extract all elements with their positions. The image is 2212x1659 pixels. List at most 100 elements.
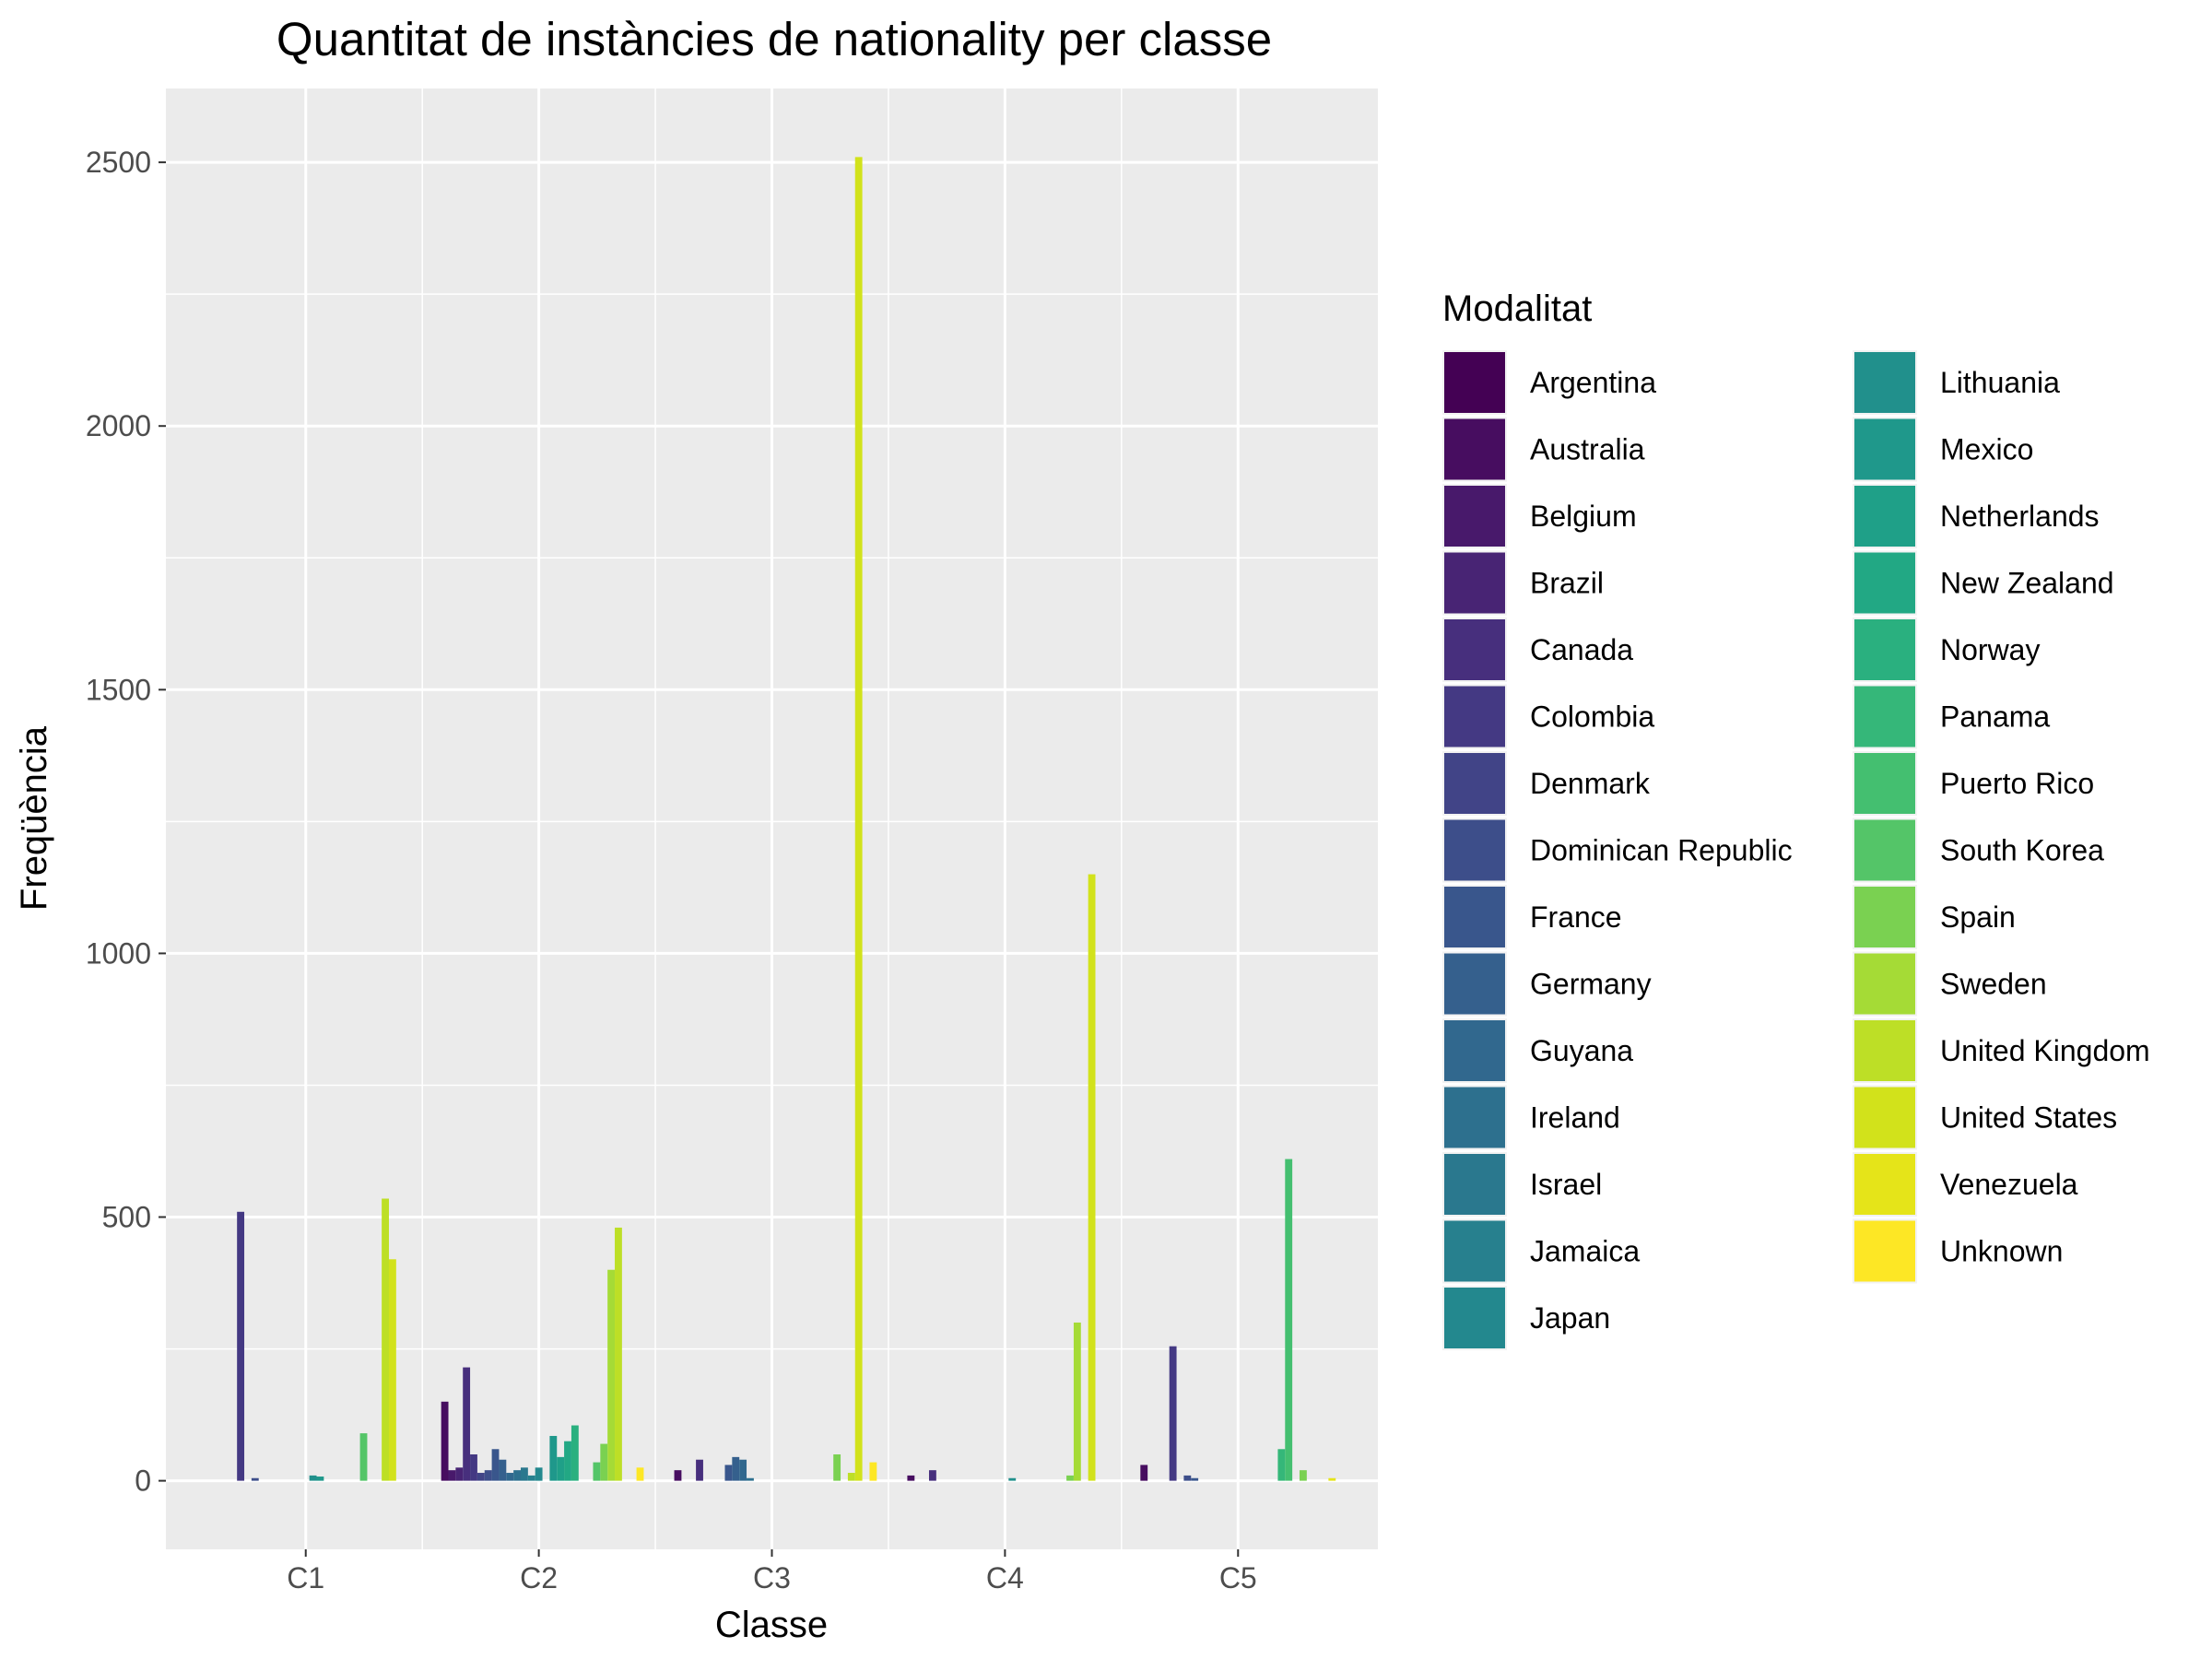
x-tick-label: C4 xyxy=(986,1561,1024,1594)
legend-swatch xyxy=(1854,819,1915,881)
legend-swatch xyxy=(1854,352,1915,413)
bar xyxy=(470,1454,477,1481)
bar xyxy=(484,1470,492,1481)
bar xyxy=(739,1459,747,1481)
y-tick-label: 1500 xyxy=(86,673,151,706)
legend-swatch xyxy=(1854,486,1915,547)
bar xyxy=(847,1473,855,1481)
bar xyxy=(928,1470,936,1481)
bar xyxy=(316,1477,324,1481)
bar xyxy=(527,1475,535,1481)
bar xyxy=(1183,1475,1192,1481)
legend-label: Unknown xyxy=(1940,1235,2063,1268)
bar xyxy=(499,1459,507,1481)
legend-swatch xyxy=(1854,418,1915,480)
bar xyxy=(1008,1477,1017,1481)
legend-label: Israel xyxy=(1530,1168,1602,1201)
y-axis: 0 500 1000 1500 2000 2500 xyxy=(86,146,166,1498)
legend-swatch xyxy=(1854,753,1915,814)
legend-swatch xyxy=(1444,953,1505,1015)
legend-title: Modalitat xyxy=(1442,288,1592,329)
bar xyxy=(615,1227,622,1481)
legend: Modalitat Argentina Australia Belgium Brazi… xyxy=(1442,288,2150,1350)
y-tick-label: 2000 xyxy=(86,409,151,442)
bar xyxy=(1066,1475,1074,1481)
bar xyxy=(382,1198,389,1481)
legend-label: Guyana xyxy=(1530,1034,1633,1067)
y-tick-label: 0 xyxy=(135,1465,151,1498)
legend-label: Puerto Rico xyxy=(1940,767,2094,800)
legend-label: Lithuania xyxy=(1940,366,2060,399)
bar xyxy=(359,1433,368,1481)
bar xyxy=(388,1259,396,1481)
legend-label: Canada xyxy=(1530,633,1633,666)
bar xyxy=(1140,1465,1148,1481)
bar xyxy=(1299,1470,1307,1481)
legend-label: United States xyxy=(1940,1101,2117,1135)
bar xyxy=(1191,1477,1199,1481)
bar xyxy=(463,1367,471,1481)
legend-swatch xyxy=(1444,1020,1505,1081)
bar xyxy=(1328,1477,1336,1481)
y-tick-label: 1000 xyxy=(86,936,151,970)
legend-swatch xyxy=(1854,1020,1915,1081)
y-axis-title: Freqüència xyxy=(14,725,54,911)
x-axis-title: Classe xyxy=(715,1605,828,1645)
bar xyxy=(506,1473,514,1481)
bar xyxy=(747,1477,754,1481)
bar xyxy=(1073,1322,1081,1481)
grid-lines xyxy=(166,88,1378,1549)
legend-label: South Korea xyxy=(1940,834,2104,867)
legend-swatch xyxy=(1854,1220,1915,1282)
legend-label: Germany xyxy=(1530,968,1652,1001)
legend-swatch xyxy=(1444,819,1505,881)
bar xyxy=(854,157,863,1481)
bar xyxy=(455,1467,464,1481)
bar xyxy=(571,1425,579,1481)
bar xyxy=(309,1475,317,1481)
legend-label: Spain xyxy=(1940,900,2016,934)
legend-label: Japan xyxy=(1530,1301,1610,1335)
legend-swatch xyxy=(1444,352,1505,413)
bar xyxy=(549,1435,558,1481)
bar xyxy=(1277,1449,1286,1481)
bar xyxy=(448,1470,456,1481)
legend-label: Netherlands xyxy=(1940,500,2100,533)
legend-label: Sweden xyxy=(1940,968,2047,1001)
legend-swatch xyxy=(1854,1154,1915,1215)
bar xyxy=(535,1467,543,1481)
legend-label: Ireland xyxy=(1530,1101,1620,1135)
bar xyxy=(491,1449,500,1481)
bar xyxy=(251,1477,259,1481)
legend-swatch xyxy=(1854,953,1915,1015)
bar xyxy=(600,1443,608,1481)
legend-swatch xyxy=(1854,1087,1915,1148)
bar xyxy=(477,1473,485,1481)
bar xyxy=(1285,1159,1293,1481)
legend-label: Belgium xyxy=(1530,500,1637,533)
legend-swatch xyxy=(1444,1288,1505,1348)
x-tick-label: C5 xyxy=(1219,1561,1257,1594)
y-tick-label: 500 xyxy=(102,1201,151,1234)
legend-swatch xyxy=(1444,753,1505,814)
bar xyxy=(564,1441,571,1481)
legend-swatch xyxy=(1854,552,1915,614)
bar xyxy=(607,1269,616,1481)
legend-swatch xyxy=(1444,887,1505,947)
legend-swatch xyxy=(1444,1154,1505,1215)
legend-label: Argentina xyxy=(1530,366,1656,399)
legend-label: France xyxy=(1530,900,1622,934)
legend-swatch xyxy=(1854,686,1915,747)
legend-swatch xyxy=(1444,1220,1505,1282)
bars xyxy=(237,157,1336,1481)
legend-label: Denmark xyxy=(1530,767,1651,800)
bar xyxy=(557,1456,565,1481)
bar xyxy=(513,1470,521,1481)
bar xyxy=(724,1465,733,1481)
legend-label: Norway xyxy=(1940,633,2040,666)
legend-label: Brazil xyxy=(1530,567,1604,600)
bar xyxy=(441,1401,449,1481)
x-axis: C1 C2 C3 C4 C5 xyxy=(287,1549,1257,1594)
x-tick-label: C1 xyxy=(287,1561,324,1594)
